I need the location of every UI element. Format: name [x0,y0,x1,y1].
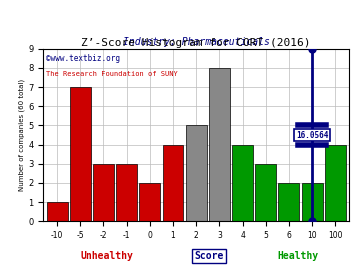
Text: The Research Foundation of SUNY: The Research Foundation of SUNY [46,71,178,77]
Text: Unhealthy: Unhealthy [81,251,134,261]
Bar [302,183,323,221]
Bar [255,164,276,221]
Bar [163,145,184,221]
Text: ©www.textbiz.org: ©www.textbiz.org [46,54,120,63]
Bar [232,145,253,221]
Text: Healthy: Healthy [278,251,319,261]
Bar [93,164,114,221]
Bar [209,68,230,221]
Bar [325,145,346,221]
Y-axis label: Number of companies (60 total): Number of companies (60 total) [19,79,25,191]
Text: 16.0564: 16.0564 [296,130,328,140]
Bar [47,202,68,221]
Text: Score: Score [194,251,224,261]
Bar [116,164,137,221]
Bar [139,183,160,221]
Bar [186,125,207,221]
Bar [279,183,300,221]
Bar [70,87,91,221]
Title: Z’-Score Histogram for CORT (2016): Z’-Score Histogram for CORT (2016) [81,38,311,48]
Text: Industry: Pharmaceuticals: Industry: Pharmaceuticals [123,37,270,47]
